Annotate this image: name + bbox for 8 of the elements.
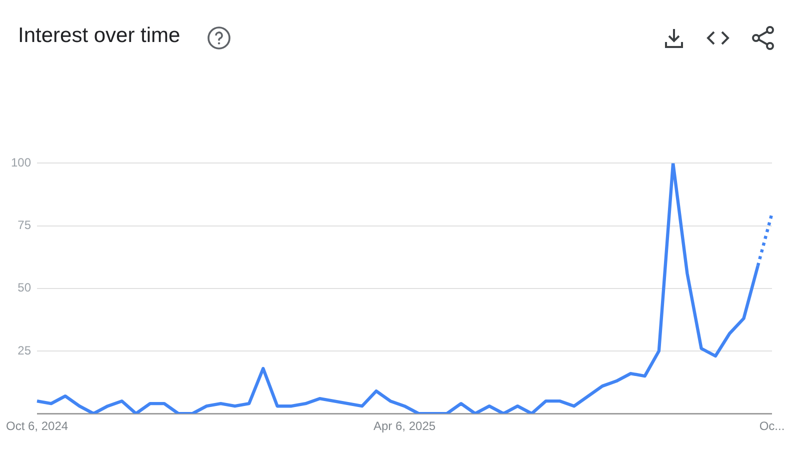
y-tick-label: 100 xyxy=(10,156,32,170)
x-tick-label: Oc... xyxy=(759,419,785,434)
y-tick-label: 50 xyxy=(18,280,32,295)
y-tick-label: 75 xyxy=(18,218,32,232)
x-tick-label: Oct 6, 2024 xyxy=(6,419,68,434)
x-tick-label: Apr 6, 2025 xyxy=(373,419,436,434)
y-tick-label: 25 xyxy=(18,343,32,358)
chart-title: Interest over time xyxy=(18,24,180,48)
